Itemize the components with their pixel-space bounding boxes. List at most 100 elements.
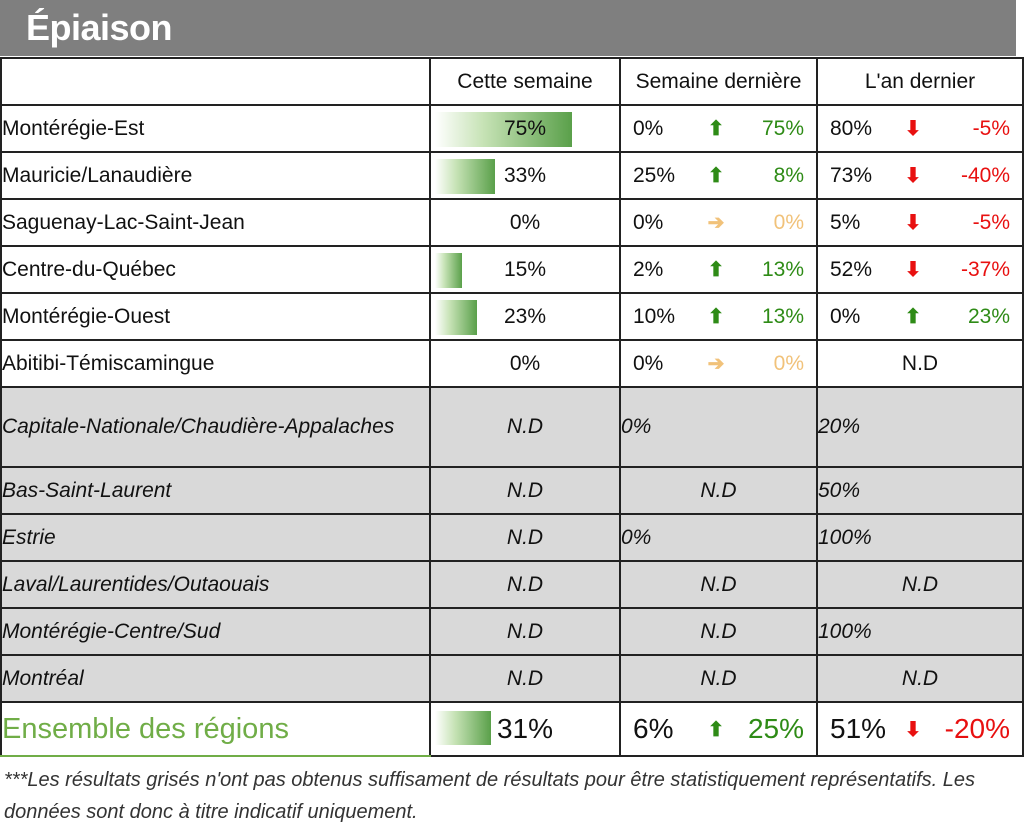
table-row: Saguenay-Lac-Saint-Jean 0% 0% ➔ 0% 5% ⬇ -5% — [0, 198, 1024, 247]
difference-value: -37% — [960, 257, 1010, 281]
region-name: Bas-Saint-Laurent — [0, 466, 431, 515]
region-name: Centre-du-Québec — [0, 245, 431, 294]
region-name: Montréal — [0, 654, 431, 703]
previous-value: 5% — [830, 210, 861, 234]
table-row: Centre-du-Québec 15% 2% ⬆ 13% 52% ⬇ -37% — [0, 245, 1024, 294]
last-week-cell-content: 2% ⬆ 13% — [621, 247, 816, 292]
data-bar — [435, 159, 496, 194]
last-week-cell: 0% ➔ 0% — [619, 339, 818, 388]
last-year-cell: 0% ⬆ 23% — [816, 292, 1024, 341]
previous-value: 80% — [830, 116, 873, 140]
difference-value: 13% — [761, 304, 804, 328]
arrow-down-icon: ⬇ — [904, 165, 922, 187]
last-week-cell: 6% ⬆ 25% — [619, 701, 818, 757]
this-week-nd: N.D — [429, 466, 621, 515]
table-row-greyed: Bas-Saint-Laurent N.D N.D 50% — [0, 466, 1024, 515]
last-year-value: 20% — [816, 386, 1024, 468]
table-row-greyed: Capitale-Nationale/Chaudière-Appalaches N… — [0, 386, 1024, 468]
previous-value: 25% — [633, 163, 676, 187]
footnote: ***Les résultats grisés n'ont pas obtenu… — [4, 769, 976, 823]
arrow-down-icon: ⬇ — [904, 259, 922, 281]
this-week-value: 15% — [503, 257, 547, 281]
last-week-cell: 10% ⬆ 13% — [619, 292, 818, 341]
region-name: Montérégie-Ouest — [0, 292, 431, 341]
region-name: Montérégie-Centre/Sud — [0, 607, 431, 656]
last-week-cell-content: 25% ⬆ 8% — [621, 153, 816, 198]
region-name-total: Ensemble des régions — [0, 701, 431, 757]
this-week-cell: 33% — [429, 151, 621, 200]
table-row-greyed: Laval/Laurentides/Outaouais N.D N.D N.D — [0, 560, 1024, 609]
last-year-value: 100% — [816, 607, 1024, 656]
region-name: Laval/Laurentides/Outaouais — [0, 560, 431, 609]
previous-value: 52% — [830, 257, 873, 281]
last-week-cell-content: 0% ⬆ 75% — [621, 106, 816, 151]
last-week-value: 0% — [619, 513, 818, 562]
table-row: Montérégie-Est 75% 0% ⬆ 75% 80% ⬇ -5% — [0, 104, 1024, 153]
last-week-cell-content: 10% ⬆ 13% — [621, 294, 816, 339]
arrow-up-icon: ⬆ — [707, 118, 725, 140]
difference-value: 25% — [747, 713, 804, 744]
this-week-value: 33% — [503, 163, 547, 187]
difference-value: -5% — [972, 210, 1010, 234]
arrow-up-icon: ⬆ — [707, 306, 725, 328]
arrow-flat-icon: ➔ — [707, 212, 725, 234]
last-year-cell-content: 52% ⬇ -37% — [818, 247, 1022, 292]
previous-value: 0% — [633, 116, 664, 140]
this-week-cell: 23% — [429, 292, 621, 341]
table-row: Abitibi-Témiscamingue 0% 0% ➔ 0% N.D — [0, 339, 1024, 388]
last-year-nd: N.D — [816, 654, 1024, 703]
data-bar — [435, 112, 572, 147]
header-last-week: Semaine dernière — [619, 57, 818, 106]
header-last-year: L'an dernier — [816, 57, 1024, 106]
last-week-value: 0% — [619, 386, 818, 468]
this-week-cell: 15% — [429, 245, 621, 294]
region-name: Mauricie/Lanaudière — [0, 151, 431, 200]
region-name: Saguenay-Lac-Saint-Jean — [0, 198, 431, 247]
this-week-value: 0% — [509, 351, 541, 375]
table-row-greyed: Montréal N.D N.D N.D — [0, 654, 1024, 703]
last-year-cell-content: 0% ⬆ 23% — [818, 294, 1022, 339]
this-week-nd: N.D — [429, 654, 621, 703]
last-year-value: 100% — [816, 513, 1024, 562]
this-week-nd: N.D — [429, 386, 621, 468]
results-table: Cette semaine Semaine dernière L'an dern… — [0, 57, 1024, 757]
previous-value: 0% — [633, 210, 664, 234]
this-week-nd: N.D — [429, 513, 621, 562]
difference-value: 75% — [761, 116, 804, 140]
data-bar — [435, 253, 463, 288]
data-bar — [435, 300, 477, 335]
page-title: Épiaison — [0, 0, 1016, 56]
difference-value: -40% — [960, 163, 1010, 187]
header-region — [0, 57, 431, 106]
difference-value: 23% — [967, 304, 1010, 328]
this-week-nd: N.D — [429, 607, 621, 656]
last-week-cell: 0% ⬆ 75% — [619, 104, 818, 153]
this-week-value: 75% — [503, 116, 547, 140]
last-year-cell-content: 73% ⬇ -40% — [818, 153, 1022, 198]
this-week-value: 31% — [496, 713, 554, 744]
difference-value: -5% — [972, 116, 1010, 140]
difference-value: -20% — [944, 713, 1010, 744]
arrow-down-icon: ⬇ — [904, 212, 922, 234]
region-name: Capitale-Nationale/Chaudière-Appalaches — [0, 386, 431, 468]
arrow-down-icon: ⬇ — [904, 118, 922, 140]
arrow-down-icon: ⬇ — [904, 718, 922, 741]
this-week-cell: 31% — [429, 701, 621, 757]
header-this-week: Cette semaine — [429, 57, 621, 106]
last-week-cell: 2% ⬆ 13% — [619, 245, 818, 294]
table-row-greyed: Estrie N.D 0% 100% — [0, 513, 1024, 562]
last-year-cell-content: 51% ⬇ -20% — [818, 703, 1022, 755]
difference-value: 0% — [773, 210, 804, 234]
last-week-cell: 25% ⬆ 8% — [619, 151, 818, 200]
this-week-cell: 0% — [429, 339, 621, 388]
region-name: Montérégie-Est — [0, 104, 431, 153]
last-week-cell-content: 0% ➔ 0% — [621, 200, 816, 245]
table-row: Mauricie/Lanaudière 33% 25% ⬆ 8% 73% ⬇ -40% — [0, 151, 1024, 200]
last-year-nd: N.D — [816, 560, 1024, 609]
last-year-cell: 5% ⬇ -5% — [816, 198, 1024, 247]
last-year-cell: 80% ⬇ -5% — [816, 104, 1024, 153]
last-week-nd: N.D — [619, 466, 818, 515]
previous-value: 2% — [633, 257, 664, 281]
table-row-total: Ensemble des régions 31% 6% ⬆ 25% 51% ⬇ -20% — [0, 701, 1024, 757]
last-week-cell-content: 6% ⬆ 25% — [621, 703, 816, 755]
